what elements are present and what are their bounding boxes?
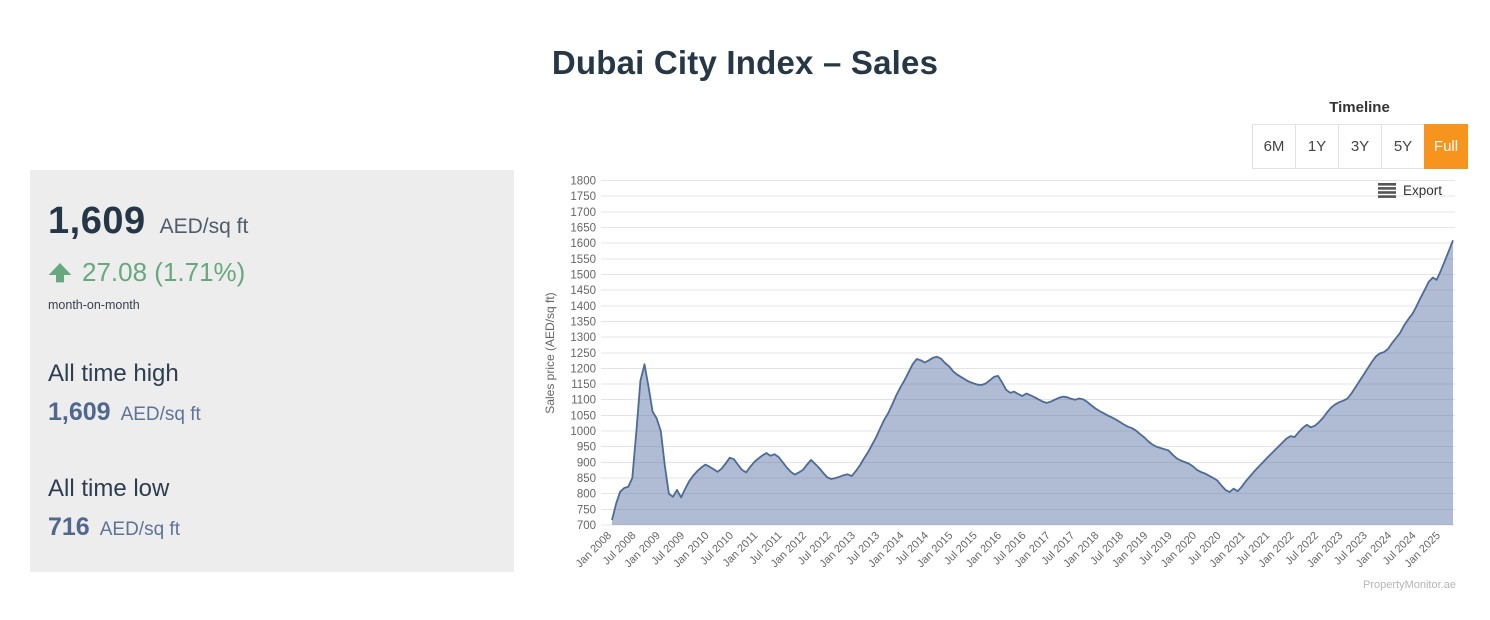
all-time-low-unit: AED/sq ft — [99, 519, 180, 540]
up-arrow-icon — [48, 262, 72, 282]
y-tick-label: 1800 — [570, 176, 596, 188]
y-tick-label: 1400 — [570, 301, 596, 313]
y-tick-label: 1500 — [570, 269, 596, 281]
y-tick-label: 1000 — [570, 426, 596, 438]
all-time-low-section: All time low 716 AED/sq ft — [48, 475, 496, 542]
y-tick-label: 1350 — [570, 316, 596, 328]
sales-area-chart[interactable]: 700 750 800 850 900 950 1000 1050 1100 1150 1200 12… — [540, 170, 1460, 590]
export-button[interactable]: Export — [1378, 183, 1442, 198]
export-label: Export — [1403, 183, 1443, 198]
y-tick-label: 1250 — [570, 348, 596, 360]
all-time-high-label: All time high — [48, 360, 179, 387]
y-tick-label: 1550 — [570, 254, 596, 266]
y-tick-label: 750 — [577, 504, 596, 516]
y-tick-label: 1600 — [570, 238, 596, 250]
y-tick-label: 850 — [577, 473, 596, 485]
timeline-label: Timeline — [1329, 99, 1390, 116]
y-tick-label: 1100 — [571, 395, 596, 407]
stats-panel: 1,609 AED/sq ft 27.08 (1.71%) month-on-m… — [30, 170, 514, 572]
page-title: Dubai City Index – Sales — [551, 44, 939, 81]
change-row: 27.08 (1.71%) — [48, 257, 496, 288]
current-price-unit: AED/sq ft — [159, 215, 249, 238]
series-line — [611, 239, 1454, 521]
all-time-low-value: 716 — [48, 513, 90, 541]
all-time-high-value: 1,609 — [48, 398, 111, 426]
y-tick-label: 1650 — [570, 222, 596, 234]
y-axis-title: Sales price (AED/sq ft) — [543, 292, 557, 413]
y-tick-label: 950 — [577, 442, 596, 454]
y-tick-label: 1450 — [570, 285, 596, 297]
timeline-button-6m[interactable]: 6M — [1252, 124, 1296, 169]
y-tick-label: 1150 — [571, 379, 596, 391]
y-tick-label: 1050 — [570, 410, 596, 422]
series-area — [612, 240, 1453, 526]
y-tick-label: 1200 — [570, 363, 596, 375]
all-time-high-section: All time high 1,609 AED/sq ft — [48, 360, 496, 427]
timeline-button-5y[interactable]: 5Y — [1381, 124, 1425, 169]
export-menu-icon — [1378, 183, 1396, 198]
timeline-button-group: 6M 1Y 3Y 5Y Full — [1252, 124, 1468, 169]
y-tick-label: 1750 — [570, 191, 596, 203]
chart-area: 700 750 800 850 900 950 1000 1050 1100 1150 1200 12… — [540, 170, 1460, 590]
y-tick-label: 1700 — [570, 207, 596, 219]
y-tick-label: 900 — [577, 457, 596, 469]
change-value: 27.08 (1.71%) — [82, 257, 246, 287]
watermark: PropertyMonitor.ae — [1363, 579, 1456, 591]
y-tick-label: 800 — [577, 489, 596, 501]
all-time-low-label: All time low — [48, 475, 170, 502]
timeline-button-1y[interactable]: 1Y — [1295, 124, 1339, 169]
current-price-row: 1,609 AED/sq ft — [48, 200, 496, 243]
change-period-label: month-on-month — [48, 298, 140, 312]
timeline-button-3y[interactable]: 3Y — [1338, 124, 1382, 169]
current-price-value: 1,609 — [48, 200, 146, 242]
timeline-button-full[interactable]: Full — [1424, 124, 1468, 169]
y-tick-label: 1300 — [570, 332, 596, 344]
y-tick-label: 700 — [577, 520, 596, 532]
all-time-high-unit: AED/sq ft — [120, 404, 201, 425]
